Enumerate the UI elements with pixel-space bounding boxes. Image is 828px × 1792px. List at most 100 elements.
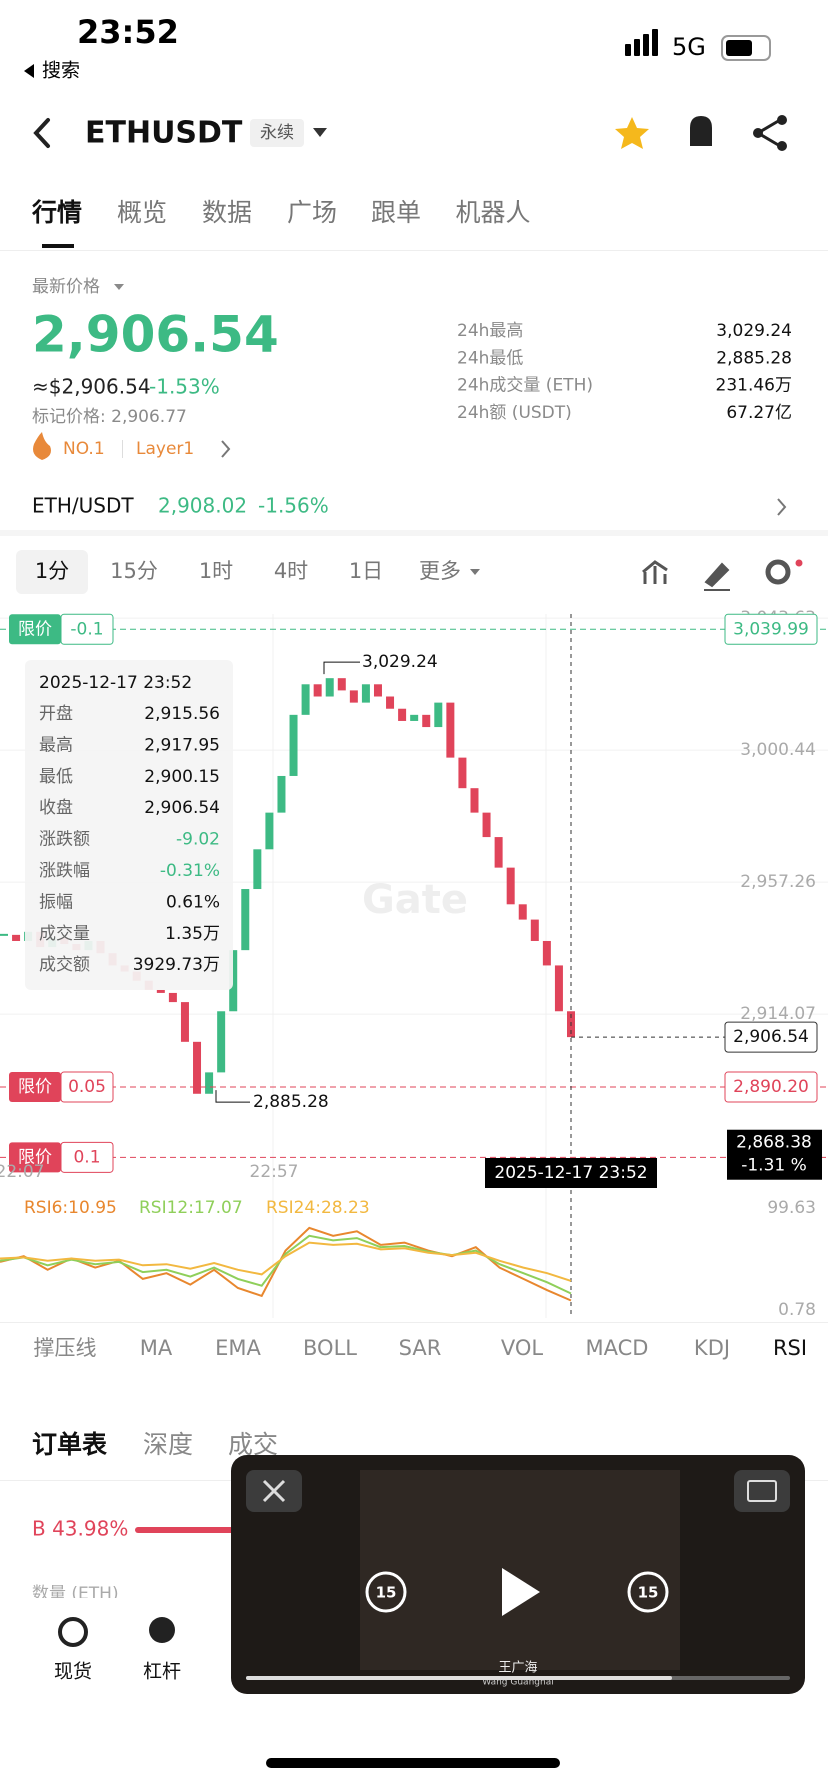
order-tag[interactable] <box>9 1072 61 1103</box>
stat-value: 231.46万 <box>716 376 792 396</box>
interval[interactable]: 1时 <box>199 559 233 583</box>
indicator-tab[interactable]: SAR <box>399 1336 442 1360</box>
tag-bg <box>250 119 304 147</box>
y-tick-label: 3,000.44 <box>740 740 816 760</box>
legend-entry: RSI12:17.07 <box>139 1198 243 1218</box>
indicator-tab[interactable]: 撑压线 <box>34 1336 97 1360</box>
chevron[interactable] <box>777 498 787 516</box>
margin-icon <box>149 1617 175 1643</box>
crosshair-time-box <box>485 1158 657 1188</box>
rewind-btn[interactable] <box>365 1571 407 1613</box>
tooltip-label: 振幅 <box>39 892 73 912</box>
order-tag[interactable] <box>9 1142 61 1173</box>
candle <box>205 1072 214 1094</box>
order-price: 2,890.20 <box>733 1077 809 1097</box>
candle <box>277 775 286 813</box>
tab[interactable]: 行情 <box>31 198 82 227</box>
back-icon <box>24 64 34 78</box>
usd-price: ≈$2,906.54 <box>32 375 151 399</box>
buy-bar <box>135 1527 255 1533</box>
forward-label: 15 <box>638 1584 659 1602</box>
candle <box>542 940 551 966</box>
candle <box>0 933 8 936</box>
tab[interactable]: 机器人 <box>455 198 530 227</box>
play-btn[interactable] <box>502 1568 540 1616</box>
sep <box>122 440 123 458</box>
interval[interactable]: 4时 <box>274 559 308 583</box>
interval[interactable]: 1分 <box>35 559 69 583</box>
forward-btn[interactable] <box>627 1571 669 1613</box>
order-tag-text: 限价 <box>18 1077 52 1097</box>
status-back[interactable]: 搜索 <box>42 60 80 82</box>
indicator-tab[interactable]: EMA <box>215 1336 261 1360</box>
orderbook-tab[interactable]: 订单表 <box>32 1430 108 1459</box>
indicator-tab[interactable]: RSI <box>773 1336 807 1360</box>
interval[interactable]: 15分 <box>110 559 158 583</box>
star[interactable] <box>615 117 649 149</box>
tooltip-label: 最低 <box>39 767 73 787</box>
signal-bar <box>652 29 658 56</box>
rsi-line <box>0 1234 572 1295</box>
settings-icon[interactable] <box>765 559 791 585</box>
orderbook-tab[interactable]: 成交 <box>228 1430 278 1459</box>
candle <box>361 684 370 703</box>
candle <box>349 690 358 703</box>
tab[interactable]: 广场 <box>287 198 337 227</box>
share-dot <box>777 141 787 151</box>
low-marker <box>215 1090 250 1103</box>
nav-item[interactable]: 现货 <box>54 1661 92 1683</box>
indicator-tab[interactable]: KDJ <box>694 1336 730 1360</box>
tooltip-value: -0.31% <box>160 861 220 881</box>
price-caption: 最新价格 <box>32 277 100 297</box>
symbol[interactable]: ETHUSDT <box>85 116 243 151</box>
nav-item[interactable]: 杠杆 <box>143 1661 181 1683</box>
candle <box>470 788 479 813</box>
fire-icon <box>33 432 51 460</box>
indicator-tab[interactable]: MA <box>140 1336 173 1360</box>
candle <box>337 678 346 691</box>
tooltip-value: 2,917.95 <box>144 735 220 755</box>
candle <box>253 849 262 890</box>
network: 5G <box>672 33 706 61</box>
tab[interactable]: 概览 <box>117 198 167 227</box>
orderbook-tab[interactable]: 深度 <box>143 1430 193 1459</box>
candle <box>458 757 467 789</box>
dropdown[interactable] <box>313 128 327 137</box>
divider <box>0 530 828 536</box>
bell[interactable] <box>690 116 712 149</box>
stat-value: 3,029.24 <box>716 321 792 341</box>
watermark: Gate <box>362 877 468 923</box>
candle <box>301 684 310 715</box>
rewind-label: 15 <box>376 1584 397 1602</box>
low-label: 2,885.28 <box>253 1092 329 1112</box>
order-tag[interactable] <box>9 614 61 645</box>
x-tick-label: 22:07 <box>0 1162 45 1182</box>
candle <box>156 989 165 993</box>
chart-icon[interactable] <box>642 560 668 584</box>
candle <box>373 684 382 697</box>
stat-label: 24h最高 <box>457 321 523 341</box>
interval[interactable]: 1日 <box>349 559 383 583</box>
tooltip-value: 1.35万 <box>165 924 220 944</box>
indicator-tab[interactable]: BOLL <box>303 1336 357 1360</box>
tooltip-label: 涨跌额 <box>39 830 90 850</box>
x-tick-label: 22:57 <box>250 1162 299 1182</box>
order-offset-box <box>60 1071 114 1103</box>
pip-btn[interactable] <box>734 1470 790 1512</box>
tab[interactable]: 数据 <box>202 198 252 227</box>
candle <box>422 714 431 728</box>
tooltip-value: 2,900.15 <box>144 767 220 787</box>
buy-ratio: B 43.98% <box>32 1517 128 1541</box>
indicator-tab[interactable]: MACD <box>586 1336 649 1360</box>
sector[interactable]: Layer1 <box>136 439 194 459</box>
tab[interactable]: 跟单 <box>371 198 421 227</box>
y-tick-label: 2,957.26 <box>740 872 816 892</box>
draw-icon[interactable] <box>704 562 730 591</box>
indicator-tab[interactable]: VOL <box>501 1336 544 1360</box>
caption: 王广海 <box>498 1661 537 1676</box>
tooltip <box>25 660 233 990</box>
y-tick-label: 2,914.07 <box>740 1004 816 1024</box>
interval[interactable]: 更多 <box>419 559 461 583</box>
back-button[interactable] <box>33 118 50 148</box>
candle <box>386 696 395 709</box>
